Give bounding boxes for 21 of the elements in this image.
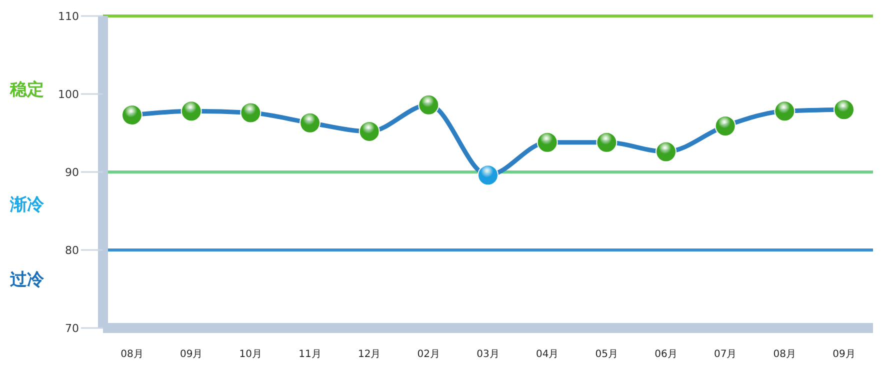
x-tick-label: 09月 <box>180 349 203 360</box>
y-tick-label: 80 <box>65 244 79 257</box>
x-tick-label: 05月 <box>595 349 618 360</box>
x-tick-label: 10月 <box>239 349 262 360</box>
x-tick-label: 04月 <box>536 349 559 360</box>
x-tick-label: 11月 <box>298 349 322 360</box>
x-tick-label: 03月 <box>476 349 500 360</box>
text: 渐冷 <box>10 194 44 216</box>
text: 稳定 <box>10 79 44 101</box>
x-tick-label: 06月 <box>654 349 678 360</box>
x-tick-label: 07月 <box>714 349 737 360</box>
x-tick-label: 09月 <box>832 349 856 360</box>
x-tick-label: 08月 <box>773 349 796 360</box>
y-tick-label: 100 <box>58 88 79 101</box>
x-tick-label: 08月 <box>120 349 144 360</box>
text: 过冷 <box>10 269 44 291</box>
y-tick-label: 90 <box>65 166 79 179</box>
y-tick-label: 110 <box>58 10 79 23</box>
x-tick-label: 02月 <box>417 349 440 360</box>
x-tick-label: 12月 <box>358 349 381 360</box>
y-tick-label: 70 <box>65 322 79 335</box>
